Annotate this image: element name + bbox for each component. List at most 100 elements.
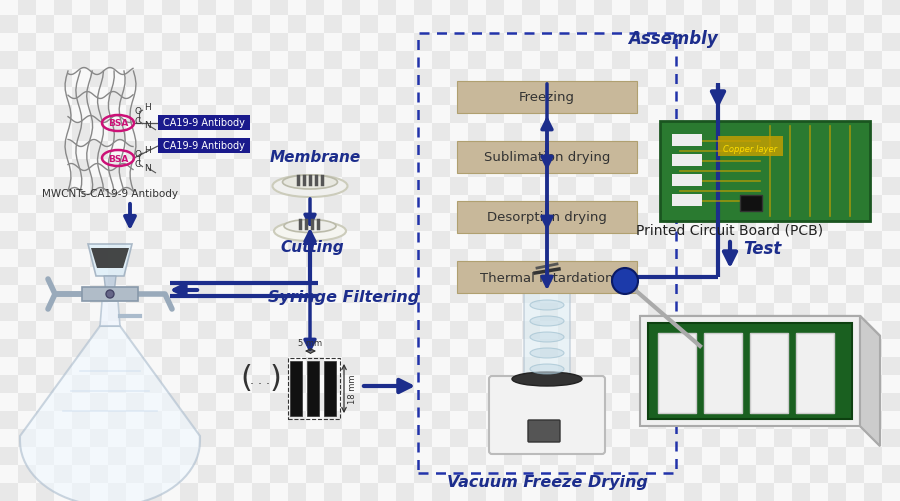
Bar xyxy=(738,304,756,321)
Bar xyxy=(864,16,882,34)
Bar xyxy=(234,231,252,249)
Bar xyxy=(882,16,900,34)
Bar xyxy=(864,304,882,321)
Bar xyxy=(450,195,468,213)
Bar xyxy=(36,411,54,429)
Bar xyxy=(36,249,54,268)
Bar xyxy=(468,357,486,375)
Bar xyxy=(54,16,72,34)
Bar xyxy=(810,286,828,304)
Bar xyxy=(864,429,882,447)
Bar xyxy=(342,160,360,178)
Bar xyxy=(54,142,72,160)
Bar xyxy=(684,411,702,429)
Ellipse shape xyxy=(530,316,564,326)
Bar xyxy=(666,393,684,411)
Bar xyxy=(756,195,774,213)
Bar xyxy=(54,286,72,304)
Bar xyxy=(450,339,468,357)
Bar xyxy=(306,304,324,321)
Bar xyxy=(198,195,216,213)
Bar xyxy=(504,106,522,124)
Bar xyxy=(414,465,432,483)
Bar xyxy=(882,88,900,106)
Bar xyxy=(666,411,684,429)
Bar xyxy=(72,70,90,88)
Bar xyxy=(360,52,378,70)
Bar xyxy=(162,339,180,357)
Bar xyxy=(18,231,36,249)
Bar xyxy=(612,393,630,411)
Bar xyxy=(270,357,288,375)
Bar xyxy=(306,0,324,16)
Bar xyxy=(252,357,270,375)
Bar xyxy=(558,304,576,321)
Bar xyxy=(774,52,792,70)
Bar xyxy=(288,106,306,124)
Bar xyxy=(144,465,162,483)
Bar xyxy=(432,16,450,34)
Bar xyxy=(36,357,54,375)
Bar xyxy=(450,447,468,465)
Bar xyxy=(882,178,900,195)
Bar xyxy=(234,321,252,339)
Bar xyxy=(180,483,198,501)
Bar xyxy=(612,178,630,195)
Bar xyxy=(54,447,72,465)
Bar xyxy=(558,88,576,106)
Bar xyxy=(144,411,162,429)
Bar xyxy=(648,483,666,501)
Bar xyxy=(738,357,756,375)
Bar xyxy=(198,411,216,429)
Bar xyxy=(702,411,720,429)
Bar xyxy=(18,88,36,106)
Bar xyxy=(702,483,720,501)
Bar xyxy=(306,411,324,429)
Bar xyxy=(360,268,378,286)
Bar xyxy=(594,268,612,286)
Bar xyxy=(522,52,540,70)
Bar xyxy=(612,213,630,231)
Bar xyxy=(162,52,180,70)
Bar xyxy=(882,34,900,52)
Bar xyxy=(396,357,414,375)
Bar xyxy=(594,483,612,501)
Bar xyxy=(414,52,432,70)
Bar xyxy=(810,268,828,286)
Bar xyxy=(828,483,846,501)
Bar xyxy=(54,88,72,106)
Bar xyxy=(522,465,540,483)
Bar xyxy=(486,124,504,142)
Bar xyxy=(342,124,360,142)
Bar xyxy=(144,0,162,16)
Bar xyxy=(54,339,72,357)
Bar xyxy=(612,16,630,34)
Bar xyxy=(396,304,414,321)
Bar xyxy=(486,178,504,195)
Bar xyxy=(720,0,738,16)
Bar xyxy=(810,231,828,249)
Bar xyxy=(612,286,630,304)
Bar xyxy=(288,195,306,213)
Bar xyxy=(36,375,54,393)
Bar xyxy=(846,213,864,231)
Bar xyxy=(90,321,108,339)
Bar xyxy=(450,321,468,339)
Bar xyxy=(126,286,144,304)
FancyBboxPatch shape xyxy=(489,376,605,454)
Bar xyxy=(18,304,36,321)
Bar xyxy=(612,195,630,213)
Bar xyxy=(360,393,378,411)
Bar xyxy=(54,106,72,124)
Bar xyxy=(216,231,234,249)
Bar xyxy=(756,88,774,106)
Bar xyxy=(540,0,558,16)
Bar xyxy=(738,124,756,142)
Bar xyxy=(198,231,216,249)
Bar xyxy=(594,0,612,16)
Bar xyxy=(54,375,72,393)
Ellipse shape xyxy=(530,332,564,342)
Bar xyxy=(756,52,774,70)
Bar xyxy=(486,429,504,447)
Bar xyxy=(846,429,864,447)
